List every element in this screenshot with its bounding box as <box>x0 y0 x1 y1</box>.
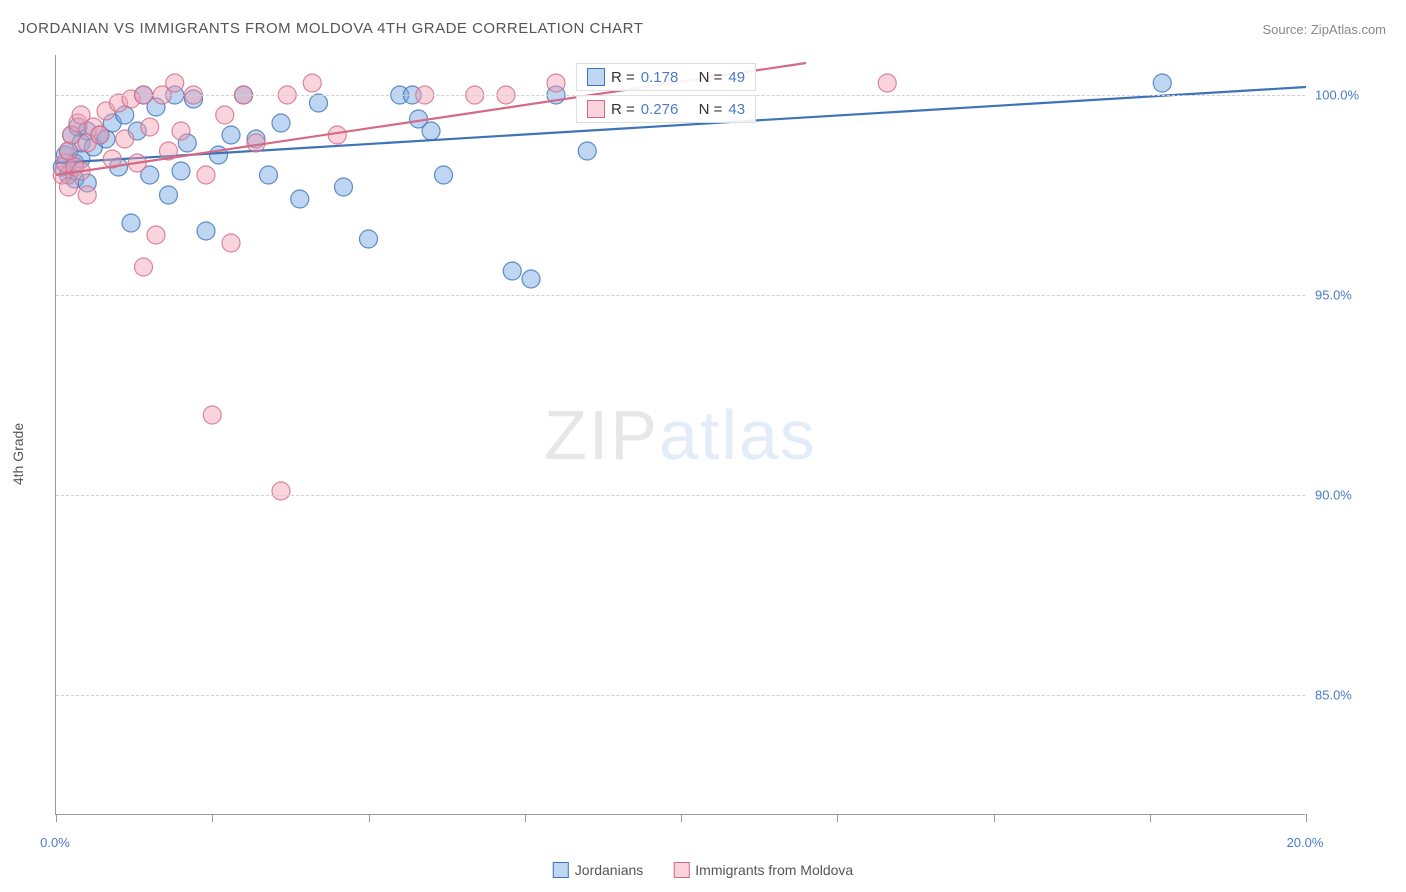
y-axis-title: 4th Grade <box>10 423 26 485</box>
data-point <box>197 222 215 240</box>
data-point <box>172 162 190 180</box>
data-point <box>878 74 896 92</box>
data-point <box>1153 74 1171 92</box>
stat-n-label: N = <box>699 69 723 86</box>
stat-n-value-1: 43 <box>728 101 745 118</box>
gridline-h <box>56 295 1305 296</box>
data-point <box>435 166 453 184</box>
legend-swatch-0 <box>553 862 569 878</box>
data-point <box>310 94 328 112</box>
stat-n-label: N = <box>699 101 723 118</box>
x-tick <box>212 814 213 822</box>
stat-r-value-0: 0.178 <box>641 69 679 86</box>
y-tick-label: 90.0% <box>1315 488 1365 503</box>
data-point <box>166 74 184 92</box>
data-point <box>222 234 240 252</box>
data-point <box>160 186 178 204</box>
x-tick <box>837 814 838 822</box>
data-point <box>547 74 565 92</box>
data-point <box>503 262 521 280</box>
data-point <box>141 118 159 136</box>
stat-n-value-0: 49 <box>728 69 745 86</box>
y-tick-label: 100.0% <box>1315 88 1365 103</box>
x-tick <box>1306 814 1307 822</box>
data-point <box>116 130 134 148</box>
x-tick <box>525 814 526 822</box>
data-point <box>222 126 240 144</box>
data-point <box>60 178 78 196</box>
legend-label-0: Jordanians <box>575 862 644 878</box>
x-tick <box>994 814 995 822</box>
x-tick <box>1150 814 1151 822</box>
x-tick-label: 20.0% <box>1287 835 1324 850</box>
y-tick-label: 85.0% <box>1315 688 1365 703</box>
chart-container: JORDANIAN VS IMMIGRANTS FROM MOLDOVA 4TH… <box>0 0 1406 892</box>
data-point <box>78 186 96 204</box>
stat-swatch-1 <box>587 100 605 118</box>
data-point <box>291 190 309 208</box>
data-point <box>272 482 290 500</box>
gridline-h <box>56 695 1305 696</box>
chart-title: JORDANIAN VS IMMIGRANTS FROM MOLDOVA 4TH… <box>18 20 643 37</box>
data-point <box>303 74 321 92</box>
legend-swatch-1 <box>673 862 689 878</box>
data-point <box>216 106 234 124</box>
x-tick <box>369 814 370 822</box>
data-point <box>578 142 596 160</box>
gridline-h <box>56 495 1305 496</box>
data-point <box>247 134 265 152</box>
data-point <box>360 230 378 248</box>
stat-box-series-0: R = 0.178 N = 49 <box>576 63 756 91</box>
y-tick-label: 95.0% <box>1315 288 1365 303</box>
stat-r-label: R = <box>611 69 635 86</box>
data-point <box>260 166 278 184</box>
stat-swatch-0 <box>587 68 605 86</box>
stat-box-series-1: R = 0.276 N = 43 <box>576 95 756 123</box>
x-tick-label: 0.0% <box>40 835 70 850</box>
data-point <box>522 270 540 288</box>
legend: Jordanians Immigrants from Moldova <box>553 862 853 878</box>
data-point <box>122 214 140 232</box>
x-tick <box>56 814 57 822</box>
legend-item-1: Immigrants from Moldova <box>673 862 853 878</box>
x-tick <box>681 814 682 822</box>
data-point <box>60 142 78 160</box>
legend-label-1: Immigrants from Moldova <box>695 862 853 878</box>
data-point <box>335 178 353 196</box>
data-point <box>172 122 190 140</box>
data-point <box>91 126 109 144</box>
plot-svg <box>56 55 1306 815</box>
data-point <box>147 226 165 244</box>
source-label: Source: ZipAtlas.com <box>1262 22 1386 37</box>
data-point <box>272 114 290 132</box>
data-point <box>422 122 440 140</box>
stat-r-label: R = <box>611 101 635 118</box>
data-point <box>197 166 215 184</box>
data-point <box>203 406 221 424</box>
legend-item-0: Jordanians <box>553 862 644 878</box>
plot-area: ZIPatlas 85.0%90.0%95.0%100.0% R = 0.178… <box>55 55 1305 815</box>
data-point <box>135 258 153 276</box>
stat-r-value-1: 0.276 <box>641 101 679 118</box>
